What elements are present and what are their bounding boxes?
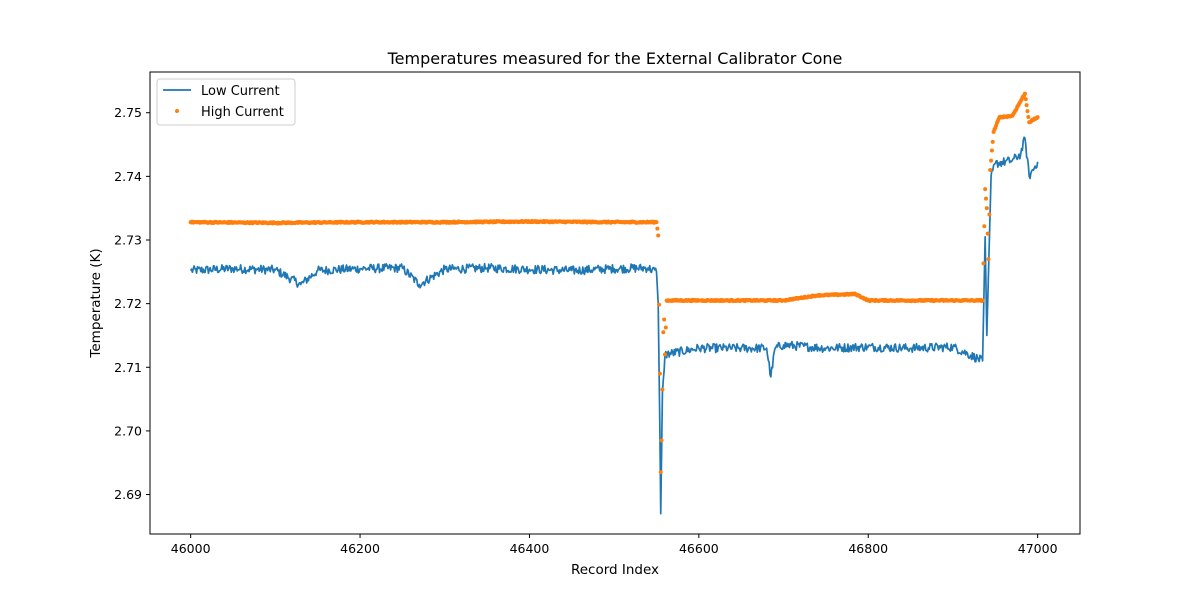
data-point: [1022, 91, 1027, 96]
y-tick-label: 2.73: [114, 233, 142, 248]
data-point: [658, 470, 663, 475]
legend-marker-high-current: [175, 109, 179, 113]
data-point: [655, 226, 660, 231]
data-point: [662, 352, 667, 357]
plot-frame: [149, 71, 1081, 535]
data-point: [982, 224, 987, 229]
data-point: [1026, 115, 1031, 120]
data-point: [662, 317, 667, 322]
data-point: [654, 220, 659, 225]
data-point: [985, 231, 990, 236]
chart-title: Temperatures measured for the External C…: [387, 49, 843, 68]
data-point: [986, 257, 991, 262]
series-high-current: [188, 91, 1040, 475]
data-point: [987, 212, 992, 217]
data-point: [988, 168, 993, 172]
legend-label-low-current: Low Current: [201, 84, 280, 99]
y-axis-label: Temperature (K): [88, 248, 104, 358]
data-point: [980, 298, 985, 303]
data-point: [989, 148, 994, 153]
x-tick-label: 46600: [679, 541, 719, 556]
y-tick-label: 2.72: [114, 296, 142, 311]
y-tick-label: 2.70: [114, 423, 142, 438]
data-point: [1024, 103, 1029, 108]
y-tick-label: 2.69: [114, 487, 142, 502]
data-point: [659, 438, 664, 443]
data-point: [657, 371, 662, 376]
legend-label-high-current: High Current: [201, 105, 284, 120]
axes: 46000 46200 46400 46600 46800 47000 2.69 2.70 2.…: [114, 71, 1081, 556]
data-point: [656, 233, 661, 238]
x-tick-label: 47000: [1018, 541, 1058, 556]
data-point: [1035, 115, 1040, 120]
series-line-low-current: [189, 136, 1039, 515]
data-point: [981, 261, 986, 266]
y-tick-label: 2.75: [114, 105, 142, 120]
data-point: [660, 387, 665, 392]
y-tick-label: 2.71: [114, 360, 142, 375]
data-point: [663, 325, 668, 330]
data-point: [1025, 109, 1030, 114]
data-point: [983, 196, 988, 201]
x-axis-label: Record Index: [571, 562, 659, 578]
x-tick-label: 46000: [171, 541, 211, 556]
y-tick-label: 2.74: [114, 169, 142, 184]
data-point: [989, 158, 994, 163]
x-tick-label: 46800: [848, 541, 888, 556]
x-tick-label: 46200: [340, 541, 380, 556]
plot-data: [188, 91, 1040, 515]
legend-box: [156, 78, 296, 126]
data-point: [657, 302, 662, 307]
data-point: [1023, 97, 1028, 102]
data-point: [983, 187, 988, 192]
x-tick-label: 46400: [510, 541, 550, 556]
data-point: [661, 330, 666, 335]
data-point: [990, 139, 995, 144]
data-point: [984, 206, 989, 211]
legend: Low Current High Current: [156, 78, 296, 126]
